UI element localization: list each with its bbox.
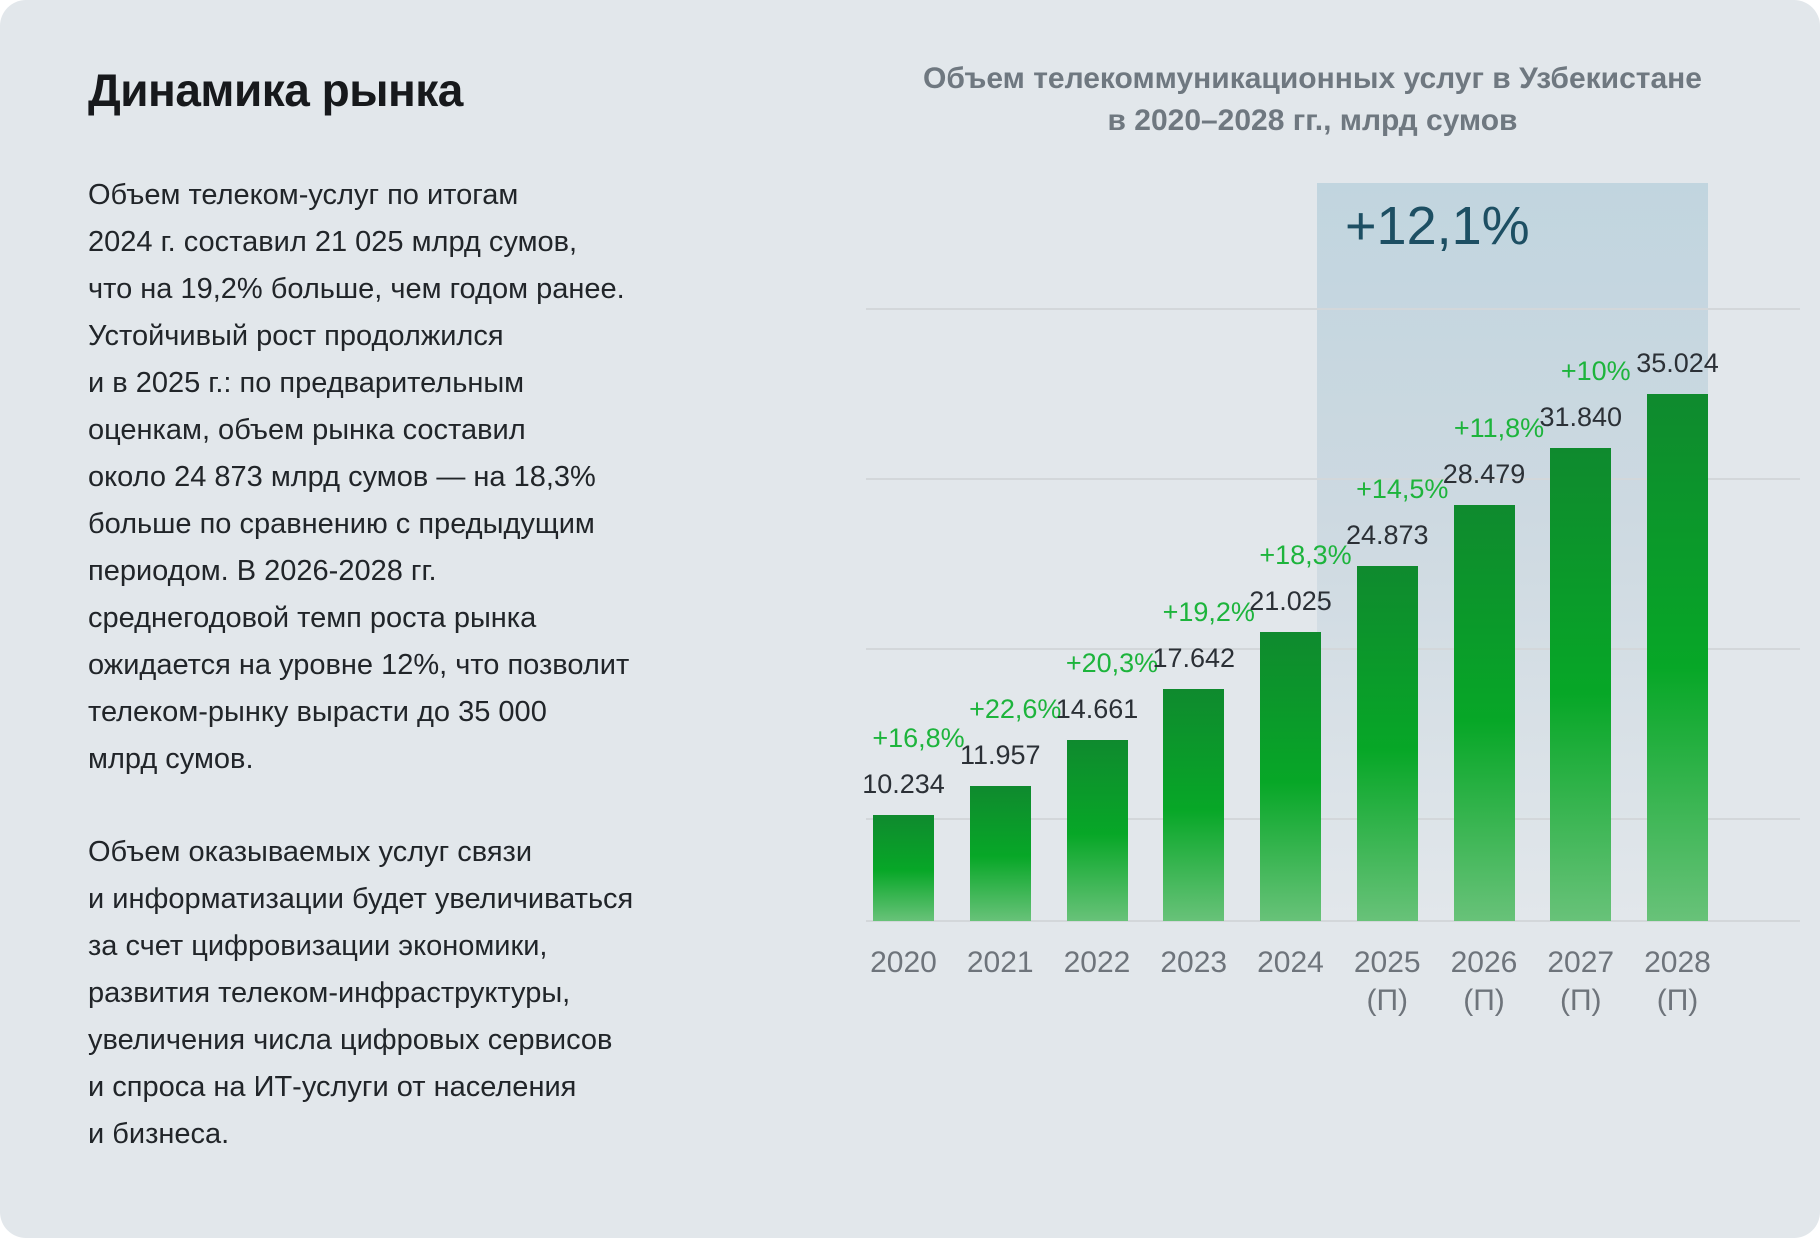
x-axis-label-2020: 2020 bbox=[870, 946, 937, 979]
x-axis-label-2026: 2026 (П) bbox=[1450, 946, 1518, 1017]
bar-growth-label-2023: +19,2% bbox=[1162, 597, 1255, 627]
bar-2020 bbox=[873, 815, 934, 921]
x-axis-label-2023: 2023 bbox=[1160, 946, 1228, 979]
x-axis-label-2022: 2022 bbox=[1063, 946, 1131, 979]
gridline-10000 bbox=[866, 818, 1800, 820]
bar-2021 bbox=[969, 786, 1031, 921]
x-axis-baseline bbox=[866, 920, 1800, 922]
bar-2024 bbox=[1260, 632, 1321, 921]
bar-value-label-2026: 28.479 bbox=[1442, 459, 1526, 489]
panel-paragraph-1: Объем телеком-услуг по итогам 2024 г. со… bbox=[88, 179, 630, 775]
bar-2028 bbox=[1647, 394, 1708, 921]
bar-growth-label-2024: +18,3% bbox=[1259, 540, 1352, 570]
bar-growth-label-2020: +16,8% bbox=[872, 723, 965, 753]
bar-growth-label-2021: +22,6% bbox=[969, 694, 1062, 724]
bar-2023 bbox=[1163, 689, 1225, 921]
x-axis-label-2021: 2021 bbox=[966, 946, 1034, 979]
bar-value-label-2023: 17.642 bbox=[1152, 643, 1236, 673]
forecast-cagr-label: +12,1% bbox=[1345, 196, 1530, 256]
bar-value-label-2024: 21.025 bbox=[1249, 586, 1332, 616]
x-axis-label-2027: 2027 (П) bbox=[1547, 946, 1615, 1017]
bar-growth-label-2026: +11,8% bbox=[1453, 413, 1545, 443]
bar-2022 bbox=[1066, 740, 1128, 921]
gridline-30000 bbox=[866, 478, 1800, 480]
x-axis-label-2025: 2025 (П) bbox=[1353, 946, 1421, 1017]
bar-2025 bbox=[1356, 566, 1418, 921]
x-axis-label-2024: 2024 bbox=[1257, 946, 1324, 979]
panel-title: Динамика рынка bbox=[88, 64, 463, 116]
gridline-20000 bbox=[866, 648, 1800, 650]
panel-paragraph-2: Объем оказываемых услуг связи и информат… bbox=[88, 836, 634, 1150]
bar-value-label-2027: 31.840 bbox=[1539, 402, 1623, 432]
market-dynamics-text-panel: Динамика рынка Объем телеком-услуг по ит… bbox=[88, 64, 748, 1158]
bar-2027 bbox=[1550, 448, 1612, 921]
bar-value-label-2020: 10.234 bbox=[862, 769, 945, 799]
bar-value-label-2028: 35.024 bbox=[1636, 348, 1719, 378]
gridline-40000 bbox=[866, 308, 1800, 310]
bar-value-label-2022: 14.661 bbox=[1055, 694, 1139, 724]
bar-growth-label-2025: +14,5% bbox=[1356, 474, 1449, 504]
bar-value-label-2021: 11.957 bbox=[959, 740, 1041, 770]
bar-2026 bbox=[1453, 505, 1515, 921]
chart-title: Объем телекоммуникационных услуг в Узбек… bbox=[923, 62, 1702, 137]
bar-growth-label-2022: +20,3% bbox=[1065, 648, 1159, 678]
bar-growth-label-2027: +10% bbox=[1560, 356, 1631, 386]
x-axis-label-2028: 2028 (П) bbox=[1644, 946, 1711, 1017]
bar-value-label-2025: 24.873 bbox=[1345, 520, 1429, 550]
